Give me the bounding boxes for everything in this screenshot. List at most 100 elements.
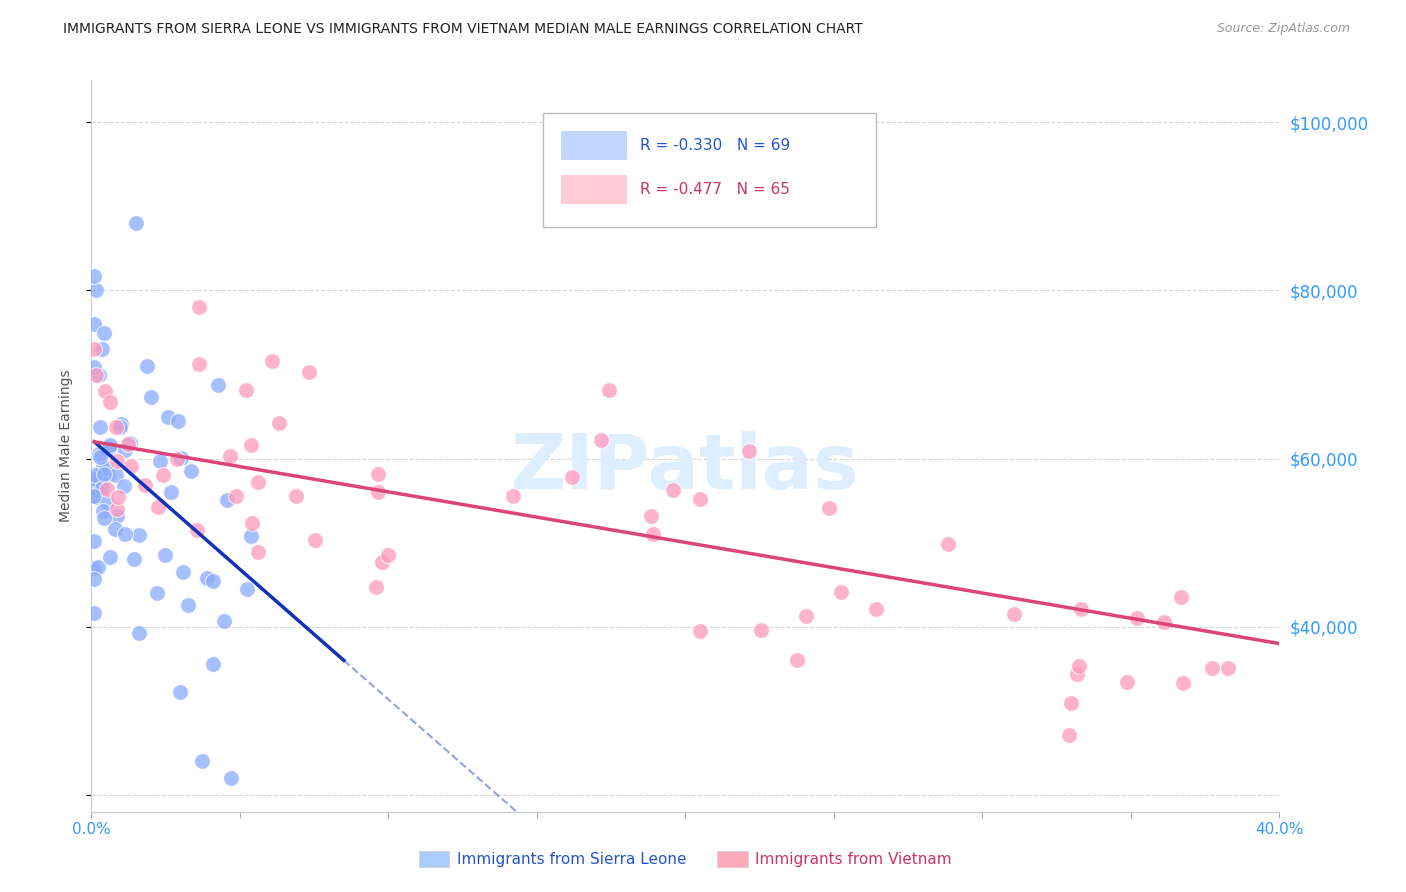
Point [215, 493, 238, 508]
Point [83, 317, 105, 331]
Point [262, 354, 284, 368]
Point [190, 754, 212, 768]
Point [170, 450, 193, 465]
Point [240, 528, 263, 542]
Point [122, 552, 145, 566]
Point [738, 443, 761, 458]
Point [235, 384, 257, 398]
Point [89, 475, 111, 489]
Point [640, 509, 662, 524]
Point [91, 481, 114, 495]
Point [377, 548, 399, 562]
Point [1002, 607, 1025, 621]
Point [201, 574, 224, 589]
Point [96, 495, 118, 509]
Point [83, 269, 105, 284]
Point [1066, 667, 1088, 681]
Point [146, 586, 169, 600]
Point [240, 516, 263, 530]
Point [201, 657, 224, 672]
Point [1115, 675, 1137, 690]
Point [89, 420, 111, 434]
Y-axis label: Median Male Earnings: Median Male Earnings [59, 369, 73, 523]
Point [1201, 661, 1223, 675]
Point [103, 522, 125, 536]
Point [120, 435, 142, 450]
Point [561, 470, 583, 484]
Point [89, 450, 111, 465]
Point [83, 343, 105, 357]
Point [97, 468, 120, 483]
Point [641, 527, 664, 541]
Point [938, 537, 960, 551]
Point [188, 357, 211, 371]
Point [247, 545, 270, 559]
Point [195, 570, 218, 584]
FancyBboxPatch shape [543, 113, 876, 227]
Point [114, 442, 136, 457]
Point [246, 475, 269, 489]
Point [91, 461, 114, 475]
Point [149, 453, 172, 467]
Point [84, 467, 107, 482]
Point [125, 216, 148, 230]
Point [114, 527, 136, 541]
Point [235, 582, 257, 596]
Point [865, 601, 887, 615]
Point [128, 625, 150, 640]
Point [304, 533, 326, 548]
Point [87, 559, 110, 574]
Point [91, 504, 114, 518]
Point [98, 395, 121, 409]
Legend: Immigrants from Sierra Leone, Immigrants from Vietnam: Immigrants from Sierra Leone, Immigrants… [413, 846, 957, 873]
Point [86, 483, 108, 497]
Point [105, 502, 128, 516]
Point [1057, 728, 1080, 742]
Text: R = -0.330   N = 69: R = -0.330 N = 69 [640, 138, 790, 153]
Point [1153, 615, 1175, 629]
Point [108, 420, 131, 434]
Point [98, 442, 121, 456]
Point [83, 533, 105, 548]
Point [93, 511, 115, 525]
Point [689, 491, 711, 506]
Point [794, 609, 817, 624]
Point [87, 447, 110, 461]
Point [105, 419, 128, 434]
Text: IMMIGRANTS FROM SIERRA LEONE VS IMMIGRANTS FROM VIETNAM MEDIAN MALE EARNINGS COR: IMMIGRANTS FROM SIERRA LEONE VS IMMIGRAN… [63, 22, 863, 37]
Point [139, 390, 162, 404]
Point [152, 468, 174, 483]
Point [87, 368, 110, 382]
Point [107, 490, 129, 504]
Point [84, 284, 107, 298]
Point [212, 614, 235, 628]
Point [83, 607, 105, 621]
Point [83, 572, 105, 586]
Text: R = -0.477   N = 65: R = -0.477 N = 65 [640, 182, 790, 197]
Point [366, 580, 388, 594]
FancyBboxPatch shape [561, 176, 626, 203]
Point [110, 417, 132, 431]
Point [177, 599, 200, 613]
Point [166, 451, 188, 466]
Point [749, 624, 772, 638]
Point [240, 438, 263, 452]
Point [689, 624, 711, 638]
Point [186, 524, 208, 538]
Point [112, 479, 135, 493]
Point [285, 489, 308, 503]
Text: Source: ZipAtlas.com: Source: ZipAtlas.com [1216, 22, 1350, 36]
Point [96, 461, 118, 475]
Point [157, 410, 180, 425]
Point [93, 326, 115, 341]
Point [225, 489, 247, 503]
Point [662, 483, 685, 498]
Point [218, 449, 240, 463]
Point [93, 467, 115, 482]
Point [589, 433, 612, 447]
Point [180, 464, 202, 478]
Point [502, 489, 524, 503]
Point [830, 584, 852, 599]
Point [94, 384, 117, 399]
Point [169, 685, 191, 699]
